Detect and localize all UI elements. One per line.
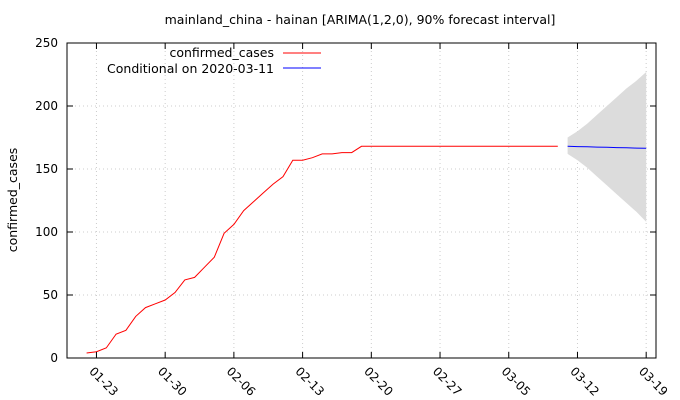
- legend-label-confirmed: confirmed_cases: [169, 45, 274, 60]
- x-tick-label: 02-06: [224, 364, 259, 399]
- plot-frame: [66, 42, 657, 359]
- legend-label-forecast: Conditional on 2020-03-11: [107, 61, 274, 76]
- x-tick-label: 03-05: [499, 364, 534, 399]
- grid-layer: [67, 43, 656, 358]
- x-tick-label: 02-27: [430, 364, 465, 399]
- ticks-layer: 0 50 100 150 200 250 01-23 01-30 02-06 02-13 02-20…: [35, 36, 671, 399]
- x-tick-label: 03-12: [567, 364, 602, 399]
- x-tick-label: 02-20: [361, 364, 396, 399]
- y-tick-label: 100: [35, 225, 58, 239]
- chart-title: mainland_china - hainan [ARIMA(1,2,0), 9…: [165, 12, 556, 27]
- confirmed-cases-line: [86, 145, 558, 354]
- y-tick-label: 200: [35, 99, 58, 113]
- x-tick-label: 02-13: [292, 364, 327, 399]
- series-layer: [86, 145, 647, 354]
- y-tick-label: 150: [35, 162, 58, 176]
- forecast-line: [567, 145, 647, 149]
- y-axis-label: confirmed_cases: [5, 148, 20, 253]
- y-tick-label: 0: [50, 351, 58, 365]
- x-tick-label: 01-30: [155, 364, 190, 399]
- y-tick-label: 50: [43, 288, 58, 302]
- y-tick-label: 250: [35, 36, 58, 50]
- x-tick-label: 01-23: [86, 364, 121, 399]
- legend: confirmed_cases Conditional on 2020-03-1…: [107, 45, 321, 76]
- x-tick-label: 03-19: [636, 364, 671, 399]
